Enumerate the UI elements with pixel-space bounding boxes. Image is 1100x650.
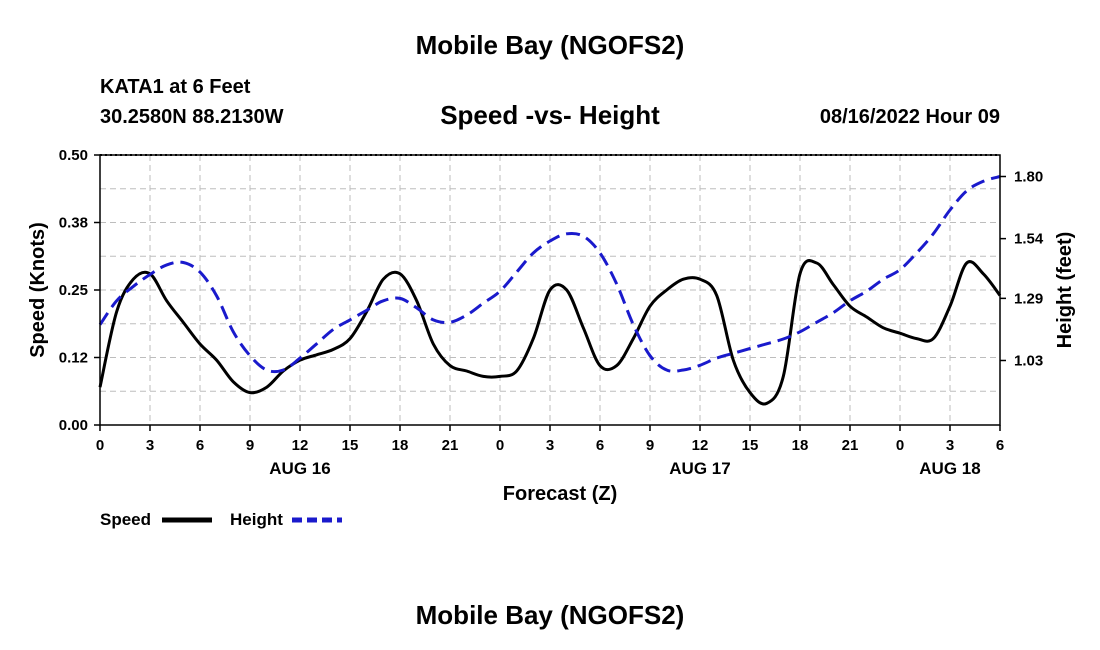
x-tick-label: 21 <box>842 437 859 454</box>
station-coordinates: 30.2580N 88.2130W <box>100 106 284 128</box>
x-tick-label: 15 <box>742 437 759 454</box>
legend: Speed Height <box>100 510 342 529</box>
y2-tick-label: 1.29 <box>1014 290 1043 307</box>
series-lines <box>98 175 1002 406</box>
x-tick-label: 3 <box>546 437 554 454</box>
y-axis-label: Speed (Knots) <box>27 222 49 358</box>
forecast-datetime: 08/16/2022 Hour 09 <box>819 106 1000 128</box>
page-title: Mobile Bay (NGOFS2) <box>415 30 685 60</box>
legend-speed-label: Speed <box>100 510 151 529</box>
x-tick-label: 6 <box>596 437 604 454</box>
axes: 0 3 6 9 12 15 18 21 0 3 6 9 12 15 18 21 0 3 6 AUG 16 AUG 17 A… <box>59 147 1044 478</box>
x-tick-label: 18 <box>792 437 809 454</box>
date-label: AUG 18 <box>919 459 980 478</box>
x-tick-label: 9 <box>246 437 254 454</box>
x-tick-label: 9 <box>646 437 654 454</box>
bottom-page-title: Mobile Bay (NGOFS2) <box>415 600 685 630</box>
x-tick-label: 0 <box>896 437 904 454</box>
x-tick-label: 12 <box>692 437 709 454</box>
chart-subtitle: Speed -vs- Height <box>440 100 660 130</box>
x-tick-label: 3 <box>946 437 954 454</box>
y-tick-label: 0.25 <box>59 282 88 299</box>
x-tick-label: 21 <box>442 437 459 454</box>
x-tick-label: 15 <box>342 437 359 454</box>
y-tick-label: 0.00 <box>59 417 88 434</box>
x-tick-label: 0 <box>96 437 104 454</box>
y-tick-label: 0.50 <box>59 147 88 164</box>
y-tick-label: 0.12 <box>59 350 88 367</box>
x-tick-label: 3 <box>146 437 154 454</box>
x-tick-label: 0 <box>496 437 504 454</box>
legend-height-label: Height <box>230 510 283 529</box>
speed-series-line <box>98 259 1002 406</box>
y2-tick-label: 1.80 <box>1014 169 1043 186</box>
station-label: KATA1 at 6 Feet <box>100 76 251 98</box>
y2-tick-label: 1.54 <box>1014 231 1044 248</box>
height-series-line <box>98 175 1001 374</box>
grid <box>100 155 1000 425</box>
y2-axis-label: Height (feet) <box>1054 232 1076 349</box>
date-label: AUG 16 <box>269 459 330 478</box>
x-tick-label: 6 <box>996 437 1004 454</box>
y-tick-label: 0.38 <box>59 215 88 232</box>
x-tick-label: 6 <box>196 437 204 454</box>
x-axis-label: Forecast (Z) <box>503 483 617 505</box>
date-label: AUG 17 <box>669 459 730 478</box>
x-tick-label: 18 <box>392 437 409 454</box>
x-tick-label: 12 <box>292 437 309 454</box>
y2-tick-label: 1.03 <box>1014 352 1043 369</box>
